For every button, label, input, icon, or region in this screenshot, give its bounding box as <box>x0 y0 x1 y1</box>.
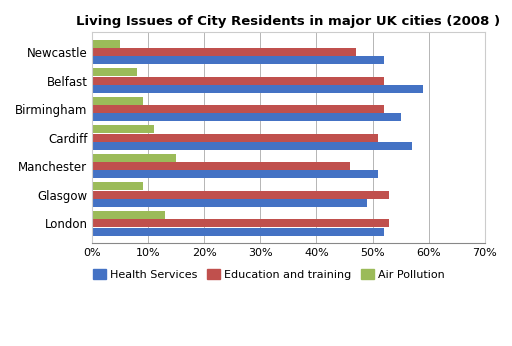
Title: Living Issues of City Residents in major UK cities (2008 ): Living Issues of City Residents in major… <box>76 15 501 28</box>
Bar <box>92 154 176 162</box>
Bar <box>92 48 356 56</box>
Bar <box>92 228 383 236</box>
Legend: Health Services, Education and training, Air Pollution: Health Services, Education and training,… <box>88 265 450 284</box>
Bar <box>92 97 143 105</box>
Bar <box>92 56 383 64</box>
Bar <box>92 113 400 121</box>
Bar <box>92 182 143 191</box>
Bar <box>92 76 383 84</box>
Bar <box>92 191 389 199</box>
Bar <box>92 85 423 93</box>
Bar <box>92 171 378 179</box>
Bar <box>92 105 383 113</box>
Bar <box>92 125 154 133</box>
Bar <box>92 199 367 207</box>
Bar <box>92 134 378 142</box>
Bar <box>92 211 165 219</box>
Bar <box>92 142 412 150</box>
Bar <box>92 68 137 76</box>
Bar <box>92 162 350 170</box>
Bar <box>92 40 120 48</box>
Bar <box>92 219 389 227</box>
